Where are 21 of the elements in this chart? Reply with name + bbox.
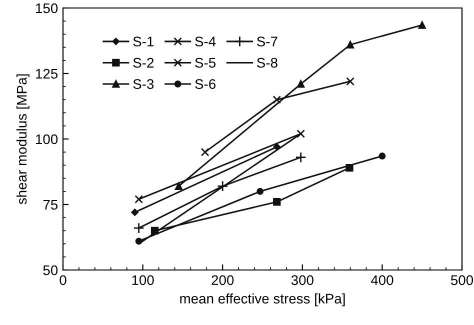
legend-label: S-8 xyxy=(257,58,278,68)
legend-label: S-3 xyxy=(133,79,154,89)
legend-label: S-4 xyxy=(195,36,216,46)
legend-label: S-7 xyxy=(257,36,278,46)
x-tick-label: 200 xyxy=(212,275,234,286)
x-tick-label: 400 xyxy=(370,275,394,286)
y-tick-label: 150 xyxy=(36,3,58,14)
x-tick-label: 0 xyxy=(60,275,66,286)
y-tick-label: 125 xyxy=(36,68,58,79)
x-tick-label: 500 xyxy=(450,275,474,286)
legend-label: S-6 xyxy=(195,79,216,89)
legend-label: S-5 xyxy=(195,58,216,68)
legend-label: S-2 xyxy=(133,58,154,68)
y-tick-label: 50 xyxy=(43,265,58,276)
x-tick-label: 100 xyxy=(132,275,154,286)
y-tick-label: 75 xyxy=(43,200,58,210)
x-tick-label: 300 xyxy=(291,275,314,286)
y-tick-label: 100 xyxy=(36,134,58,144)
legend-label: S-1 xyxy=(133,36,154,46)
y-axis-title: shear modulus [MPa] xyxy=(16,74,30,204)
x-axis-title: mean effective stress [kPa] xyxy=(180,293,345,306)
